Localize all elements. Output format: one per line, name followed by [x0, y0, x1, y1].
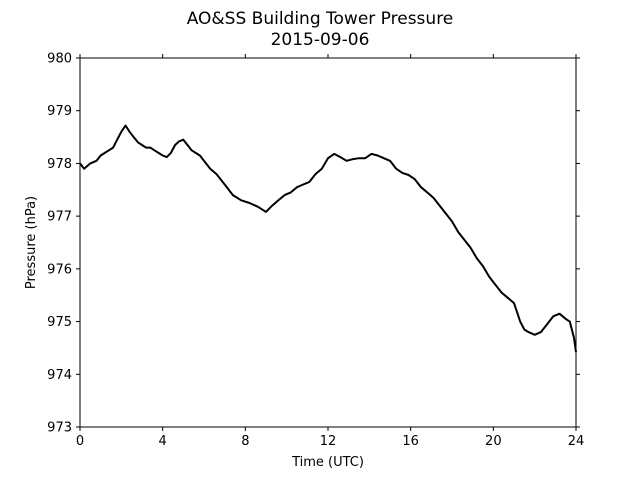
x-tick-label: 0: [76, 434, 84, 449]
y-tick-label: 973: [47, 421, 72, 436]
x-tick-label: 20: [485, 434, 502, 449]
y-tick-label: 975: [47, 315, 72, 330]
y-tick-label: 978: [47, 157, 72, 172]
y-tick-label: 979: [47, 104, 72, 119]
x-tick-label: 16: [402, 434, 419, 449]
chart-title: AO&SS Building Tower Pressure: [187, 9, 454, 29]
x-tick-label: 12: [320, 434, 337, 449]
pressure-series-line: [79, 124, 577, 353]
x-axis-label: Time (UTC): [291, 455, 364, 470]
x-tick-label: 8: [241, 434, 249, 449]
y-tick-label: 977: [47, 210, 72, 225]
y-tick-label: 974: [47, 368, 72, 383]
y-tick-label: 976: [47, 262, 72, 277]
y-tick-label: 980: [47, 52, 72, 67]
x-tick-label: 24: [568, 434, 585, 449]
chart-subtitle: 2015-09-06: [271, 30, 370, 50]
y-axis-label: Pressure (hPa): [24, 196, 39, 289]
x-tick-label: 4: [159, 434, 167, 449]
plot-frame: [79, 57, 577, 428]
axis-ticks: 0 4 8 12 16 20 24 973 974 975 976 977 978 979 980: [47, 52, 584, 450]
series-layer: [79, 124, 577, 353]
